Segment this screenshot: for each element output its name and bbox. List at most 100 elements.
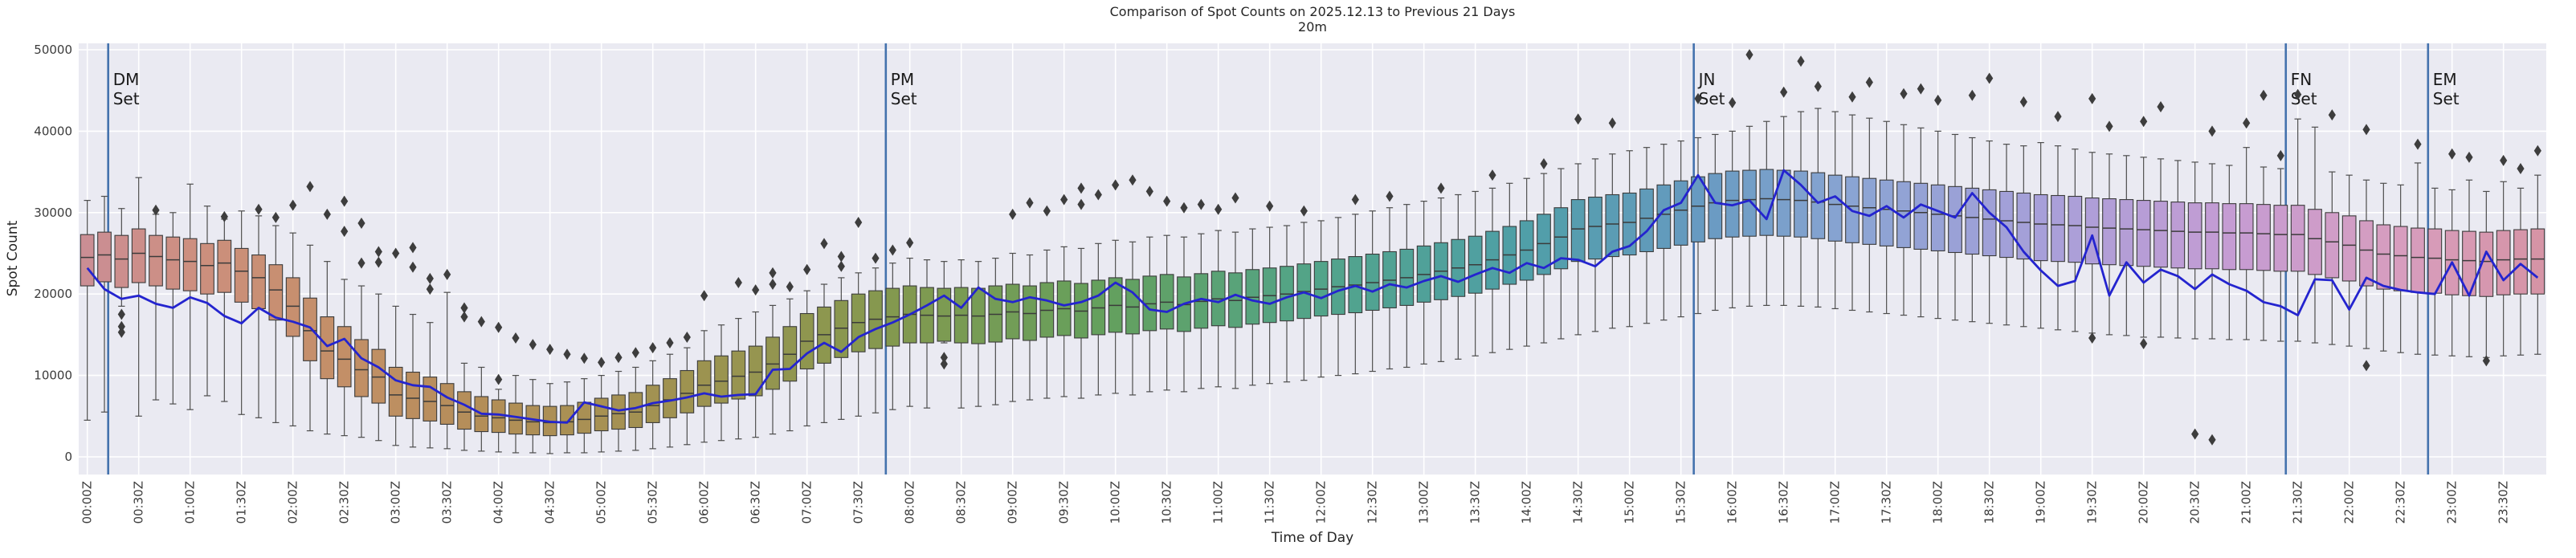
outlier-diamond [1745, 49, 1753, 61]
x-tick-label: 09:00Z [1006, 481, 1020, 524]
outlier-diamond [443, 268, 451, 280]
box [2308, 209, 2322, 275]
box [1588, 196, 1602, 260]
event-label: Set [2433, 89, 2460, 108]
outlier-diamond [1540, 157, 1548, 169]
box [2205, 202, 2219, 270]
box [2222, 203, 2237, 271]
box [2153, 201, 2168, 268]
outlier-diamond [117, 320, 125, 332]
outlier-diamond [2500, 154, 2508, 166]
box [1570, 199, 1586, 263]
outlier-diamond [409, 242, 417, 254]
outlier-diamond [1231, 192, 1239, 204]
outlier-diamond [734, 277, 742, 289]
box [1708, 173, 1723, 239]
outlier-diamond [546, 344, 554, 356]
x-tick-label: 18:00Z [1931, 481, 1945, 524]
box [628, 392, 643, 429]
box [131, 228, 146, 283]
outlier-diamond [2191, 428, 2199, 440]
outlier-diamond [1060, 193, 1068, 206]
outlier-diamond [1729, 96, 1737, 108]
x-tick-label: 05:30Z [646, 481, 660, 524]
box [594, 397, 609, 432]
box [1553, 207, 1569, 270]
x-tick-label: 16:30Z [1777, 481, 1791, 524]
outlier-diamond [117, 326, 125, 338]
outlier-diamond [2448, 148, 2456, 160]
x-tick-label: 12:00Z [1314, 481, 1329, 524]
outlier-diamond [1215, 203, 1223, 215]
outlier-diamond [2533, 145, 2541, 157]
outlier-diamond [580, 352, 588, 365]
y-grid-and-ticks: 0 10000 20000 30000 40000 50000 [34, 43, 2546, 464]
outlier-diamond [598, 356, 606, 369]
x-tick-label: 17:30Z [1880, 481, 1894, 524]
outlier-diamond [460, 302, 468, 314]
outlier-diamond [2328, 109, 2336, 121]
box [1673, 180, 1688, 246]
x-tick-label: 09:30Z [1057, 481, 1072, 524]
box [1639, 188, 1654, 253]
outlier-diamond [2105, 120, 2113, 132]
outlier-diamond [2088, 332, 2096, 344]
y-tick-label: 20000 [34, 287, 72, 301]
outlier-diamond [1112, 179, 1120, 191]
outlier-diamond [1026, 197, 1034, 209]
box [371, 348, 386, 404]
outlier-diamond [837, 250, 845, 263]
box [2359, 220, 2374, 287]
outlier-diamond [409, 261, 417, 273]
x-tick-label: 12:30Z [1366, 481, 1380, 524]
outliers [117, 49, 2541, 446]
outlier-diamond [2019, 96, 2027, 108]
x-tick-label: 11:30Z [1263, 481, 1277, 524]
event-label: Set [2291, 89, 2317, 108]
x-tick-label: 20:00Z [2137, 481, 2151, 524]
x-tick-label: 07:00Z [800, 481, 814, 524]
outlier-diamond [1077, 182, 1085, 194]
outlier-diamond [1351, 193, 1359, 206]
outlier-diamond [1129, 174, 1137, 186]
outlier-diamond [152, 204, 160, 216]
box [1622, 192, 1637, 256]
box [1982, 189, 1997, 257]
box [2290, 205, 2305, 272]
box [285, 277, 300, 337]
box [182, 238, 198, 291]
x-tick-label: 21:00Z [2239, 481, 2254, 524]
box [937, 287, 952, 342]
x-axis-label: Time of Day [1271, 530, 1354, 546]
box [457, 391, 472, 430]
x-tick-label: 03:00Z [389, 481, 403, 524]
outlier-diamond [855, 216, 863, 228]
outlier-diamond [529, 339, 537, 351]
x-tick-label: 04:00Z [492, 481, 506, 524]
box [114, 234, 129, 288]
box [560, 405, 574, 436]
today-line [86, 169, 2539, 424]
box [234, 247, 249, 303]
outlier-diamond [426, 283, 434, 295]
box [765, 336, 780, 390]
x-tick-label: 22:00Z [2342, 481, 2357, 524]
box [320, 316, 335, 380]
x-tick-label: 15:00Z [1623, 481, 1637, 524]
outlier-diamond [1488, 169, 1496, 181]
box [731, 350, 746, 400]
box [97, 231, 112, 283]
outlier-diamond [2140, 116, 2148, 128]
x-tick-label: 17:00Z [1828, 481, 1843, 524]
box [680, 369, 695, 413]
box [406, 371, 420, 419]
box [2102, 198, 2117, 266]
box [217, 239, 232, 293]
box [337, 326, 352, 388]
boxes [80, 108, 2545, 454]
box [2136, 200, 2151, 267]
outlier-diamond [1900, 88, 1908, 100]
box [663, 378, 677, 418]
